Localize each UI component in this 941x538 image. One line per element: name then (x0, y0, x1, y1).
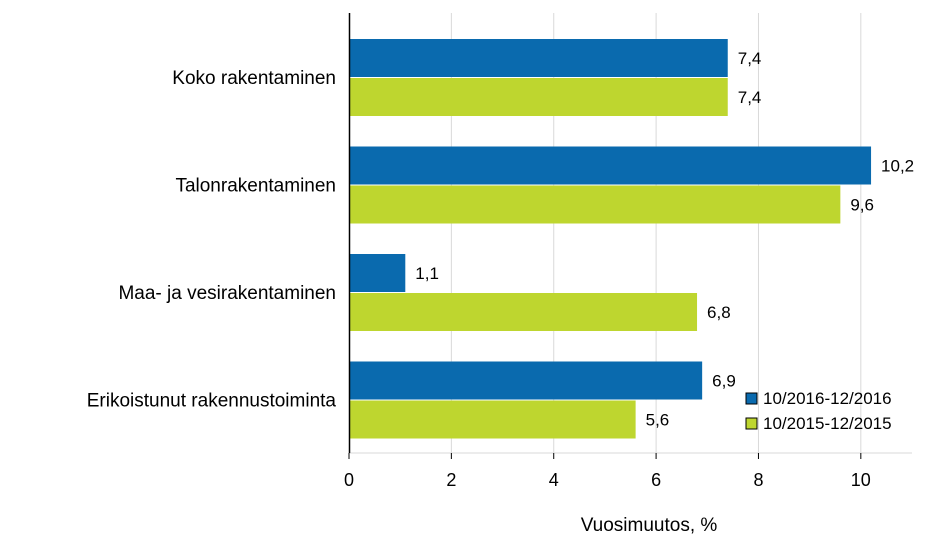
x-tick-label: 10 (851, 470, 871, 490)
data-label: 9,6 (850, 196, 874, 215)
x-tick-label: 8 (753, 470, 763, 490)
bar-series-1 (349, 146, 872, 185)
bar-series-2 (349, 78, 728, 116)
category-label: Maa- ja vesirakentaminen (118, 283, 336, 304)
x-axis-title: Vuosimuutos, % (581, 515, 718, 536)
legend-swatch (745, 417, 758, 430)
data-labels: 7,4 7,4 10,2 9,6 1,1 6,8 6,9 5,6 (415, 49, 914, 430)
data-label: 7,4 (738, 88, 762, 107)
legend-label: 10/2015-12/2015 (763, 414, 892, 433)
x-tick-label: 4 (549, 470, 559, 490)
x-tick-label: 6 (651, 470, 661, 490)
data-label: 6,8 (707, 303, 731, 322)
x-axis-ticks: 0 2 4 6 8 10 (344, 453, 871, 490)
category-labels: Koko rakentaminen Talonrakentaminen Maa- j… (87, 68, 337, 412)
bar-series-2 (349, 293, 698, 331)
bar-series-2 (349, 400, 636, 439)
bar-series-2 (349, 185, 841, 224)
category-label: Koko rakentaminen (172, 68, 336, 89)
legend-label: 10/2016-12/2016 (763, 389, 892, 408)
data-label: 6,9 (712, 372, 736, 391)
category-label: Talonrakentaminen (175, 176, 336, 197)
legend-swatch (745, 392, 758, 405)
bar-series-1 (349, 361, 703, 400)
legend: 10/2016-12/2016 10/2015-12/2015 (745, 389, 892, 433)
data-label: 5,6 (646, 411, 670, 430)
x-tick-label: 0 (344, 470, 354, 490)
data-label: 7,4 (738, 49, 762, 68)
data-label: 1,1 (415, 264, 439, 283)
x-tick-label: 2 (446, 470, 456, 490)
bar-series-1 (349, 39, 728, 77)
category-label: Erikoistunut rakennustoiminta (87, 391, 337, 412)
data-label: 10,2 (881, 157, 914, 176)
bar-series-1 (349, 254, 406, 292)
bars (349, 39, 872, 439)
